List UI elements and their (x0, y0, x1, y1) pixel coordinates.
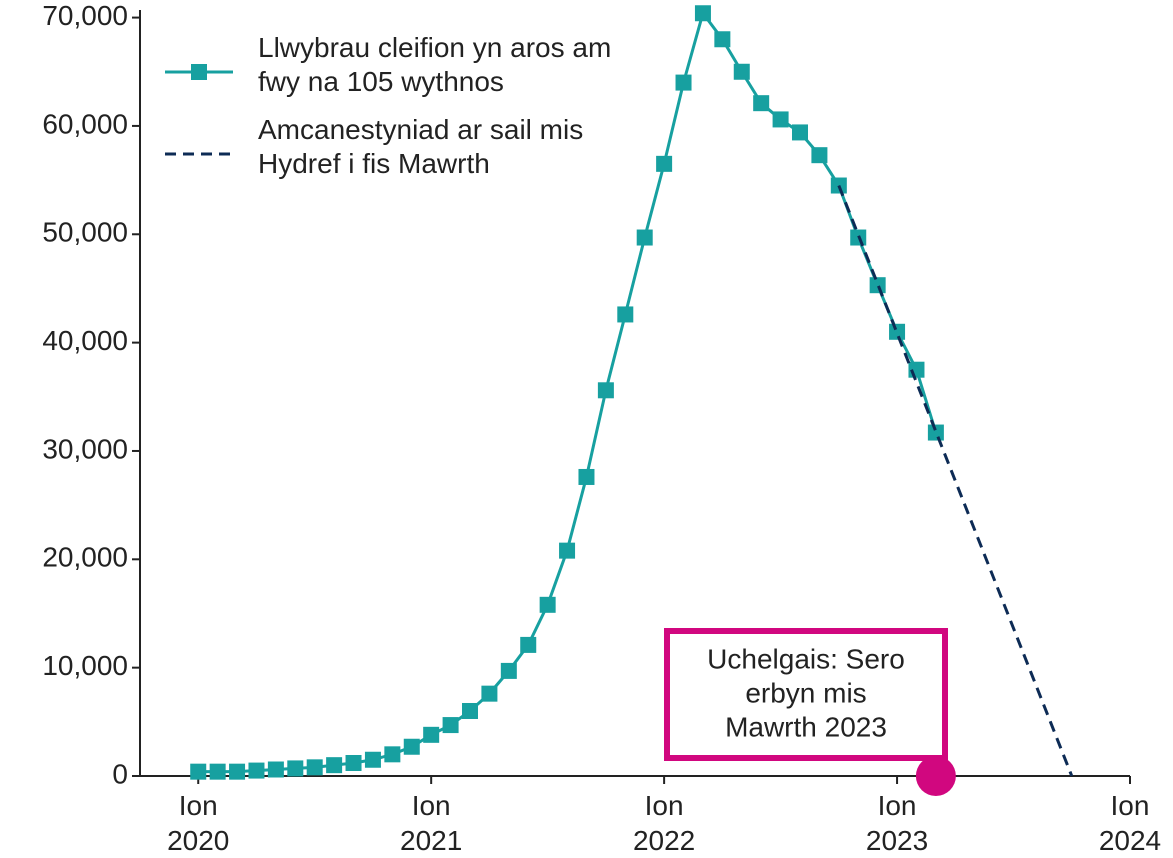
point (753, 95, 770, 112)
point (617, 306, 634, 323)
point (733, 63, 750, 80)
point (772, 111, 789, 128)
point (267, 761, 284, 778)
point (559, 542, 576, 559)
point (229, 763, 246, 780)
y-tick-label: 70,000 (42, 0, 128, 31)
point (889, 323, 906, 340)
text-line: Amcanestyniad ar sail mis (258, 114, 583, 145)
point (442, 717, 459, 734)
text-line: 2022 (633, 825, 695, 856)
text-line: Ion (878, 790, 917, 821)
target-point (915, 756, 956, 796)
text-line: Ion (645, 790, 684, 821)
text-line: 2021 (400, 825, 462, 856)
annotation-text: Uchelgais: Sero (707, 643, 905, 674)
point (248, 762, 265, 779)
legend-label: Llwybrau cleifion yn aros am fwy na 105 w… (258, 32, 611, 97)
point (520, 636, 537, 653)
annotation-text: Mawrth 2023 (725, 711, 887, 742)
y-tick-label: 10,000 (42, 650, 128, 681)
legend-swatch-marker (191, 64, 207, 80)
text-line: Ion (179, 790, 218, 821)
annotation-box (664, 628, 948, 761)
x-tick-label: Ion 2021 (400, 790, 462, 856)
point (500, 662, 517, 679)
point (306, 759, 323, 776)
y-tick-label: 0 (112, 758, 128, 789)
point (481, 685, 498, 702)
text-line: 2024 (1099, 825, 1161, 856)
y-tick-label: 40,000 (42, 325, 128, 356)
point (326, 757, 343, 774)
y-tick-label: 60,000 (42, 108, 128, 139)
x-tick-label: Ion 2022 (633, 790, 695, 856)
point (656, 155, 673, 172)
y-tick-label: 20,000 (42, 542, 128, 573)
text-line: Ion (412, 790, 451, 821)
point (636, 229, 653, 246)
text-line: fwy na 105 wythnos (258, 66, 504, 97)
text-line: 2020 (167, 825, 229, 856)
point (403, 738, 420, 755)
point (927, 424, 944, 441)
point (792, 124, 808, 141)
point (364, 751, 381, 768)
point (578, 468, 595, 485)
projection-line (837, 184, 1074, 777)
point (423, 726, 440, 743)
point (675, 74, 692, 91)
point (345, 754, 362, 771)
text-line: Ion (1111, 790, 1150, 821)
x-tick-label: Ion 2024 (1099, 790, 1161, 856)
point (908, 361, 925, 378)
x-tick-label: Ion 2020 (167, 790, 229, 856)
point (811, 147, 828, 164)
y-tick-label: 30,000 (42, 433, 128, 464)
point (869, 277, 886, 294)
point (287, 760, 304, 777)
point (597, 382, 614, 399)
point (714, 31, 731, 48)
point (462, 702, 478, 719)
point (209, 763, 226, 780)
point (384, 746, 401, 763)
point (539, 596, 556, 613)
y-tick-label: 50,000 (42, 217, 128, 248)
x-tick-label: Ion 2023 (866, 790, 928, 856)
text-line: Llwybrau cleifion yn aros am (258, 32, 611, 63)
legend-label: Amcanestyniad ar sail mis Hydref i fis Ma… (258, 114, 583, 179)
text-line: 2023 (866, 825, 928, 856)
annotation-text: erbyn mis (745, 677, 866, 708)
point (694, 5, 711, 22)
point (190, 763, 207, 780)
text-line: Hydref i fis Mawrth (258, 148, 490, 179)
